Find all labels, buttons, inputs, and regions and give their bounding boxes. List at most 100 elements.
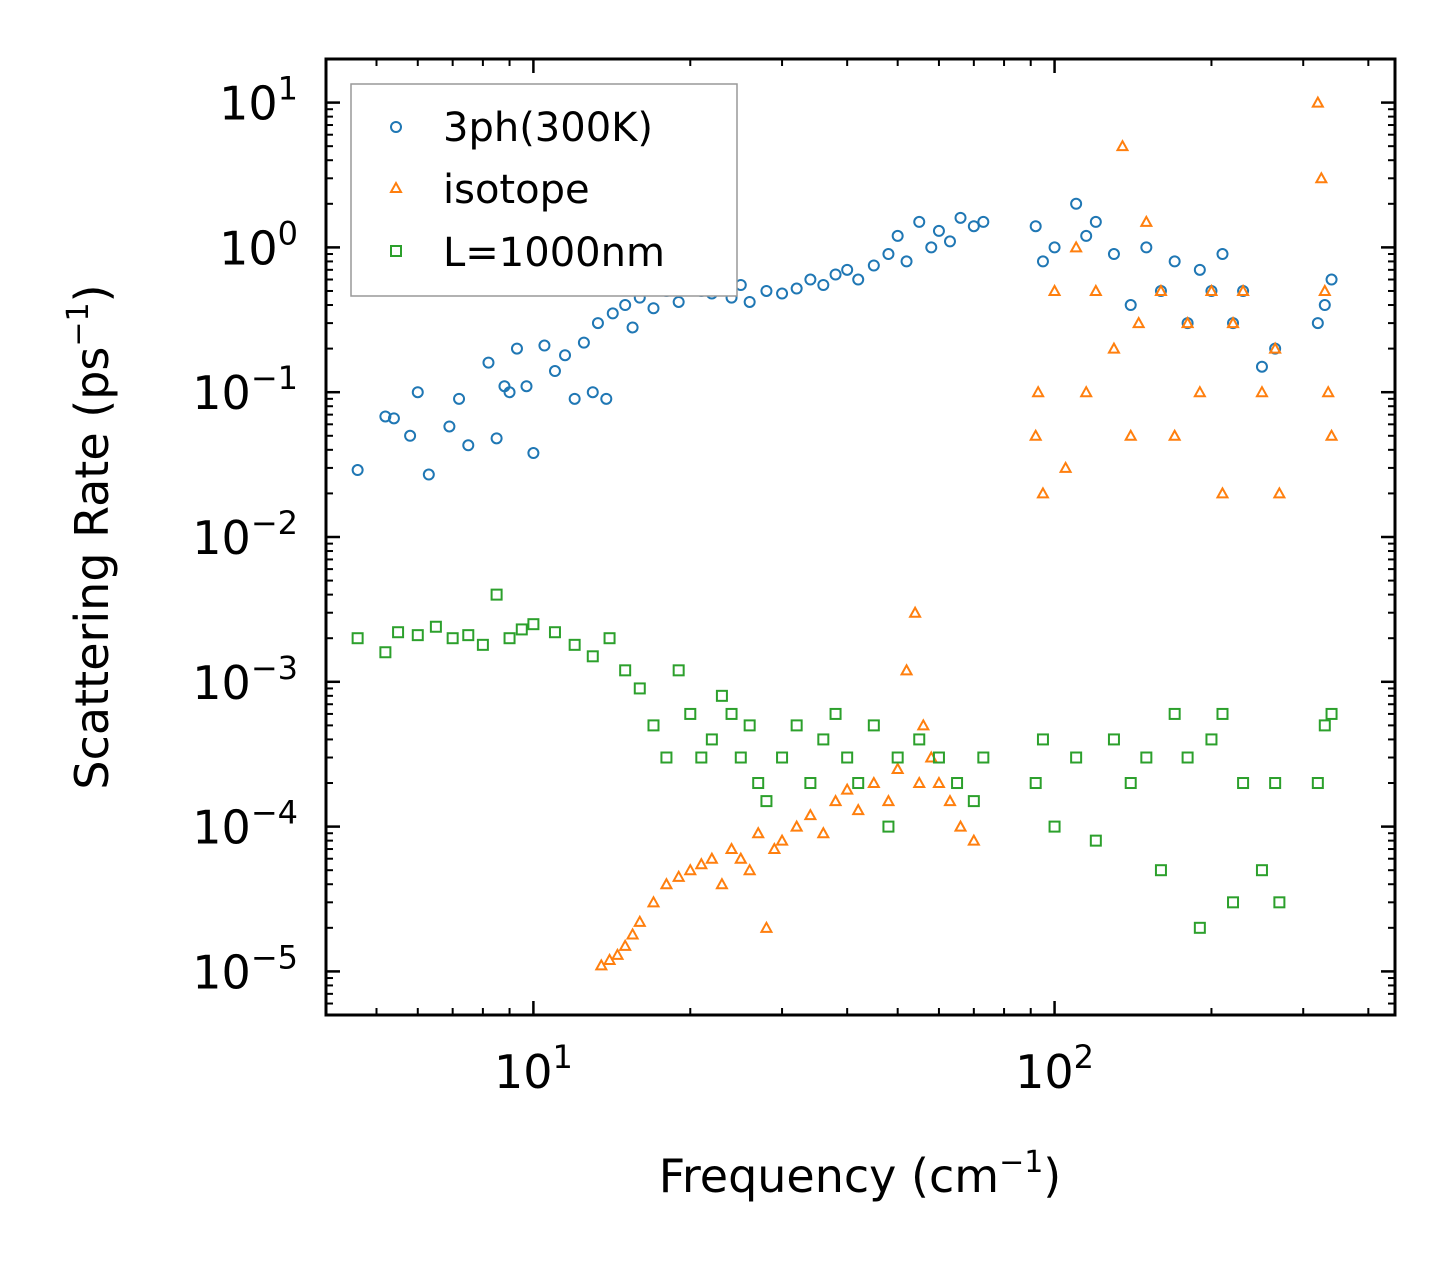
data-point [715, 877, 729, 890]
data-point [967, 833, 981, 846]
data-point [1036, 255, 1049, 268]
data-point [891, 751, 904, 764]
data-point [1193, 263, 1206, 276]
data-point [490, 432, 503, 445]
data-point [684, 707, 697, 720]
data-point [422, 468, 435, 481]
data-point [482, 356, 495, 369]
data-point [1255, 385, 1269, 398]
data-point [510, 342, 523, 355]
data-point [759, 920, 774, 933]
legend-label-boundary: L=1000nm [443, 230, 665, 276]
data-point [503, 632, 516, 645]
data-point [775, 833, 789, 846]
data-point [829, 268, 842, 281]
data-point [446, 632, 459, 645]
data-point [538, 339, 551, 352]
data-point [977, 751, 990, 764]
x-tick-label: 102 [1015, 1038, 1094, 1099]
data-point [490, 588, 503, 601]
data-point [867, 259, 880, 272]
data-point [943, 794, 957, 807]
data-point [789, 819, 804, 832]
y-axis-title-sup: −1 [61, 302, 96, 346]
data-point [967, 795, 980, 808]
data-point [1318, 299, 1331, 312]
data-point [411, 386, 424, 399]
data-point [725, 707, 738, 720]
data-point [734, 851, 748, 864]
data-point [1269, 777, 1282, 790]
data-point [1318, 283, 1332, 296]
data-point [411, 629, 424, 642]
data-point [633, 914, 647, 927]
data-point [852, 273, 865, 286]
data-point [1255, 864, 1268, 877]
data-point [1321, 385, 1335, 398]
data-point [379, 646, 392, 659]
y-tick-label: 10−4 [192, 794, 298, 855]
data-point [913, 733, 926, 746]
data-point [908, 605, 922, 618]
data-point [1154, 864, 1167, 877]
data-point [1047, 283, 1062, 296]
data-point [790, 719, 803, 732]
data-point [1237, 777, 1250, 790]
data-point [817, 278, 830, 291]
data-point [351, 632, 364, 645]
data-point [882, 820, 895, 833]
data-point [803, 808, 818, 821]
legend-marker-isotope [389, 180, 403, 193]
data-point [387, 412, 400, 425]
data-point [841, 751, 854, 764]
data-point [1131, 316, 1146, 329]
data-point [404, 429, 417, 442]
data-point [1215, 486, 1230, 499]
data-point [591, 317, 604, 330]
data-point [1311, 95, 1325, 108]
data-point [1255, 360, 1268, 373]
data-point [1168, 707, 1181, 720]
data-point [1048, 820, 1061, 833]
data-point [1029, 220, 1042, 233]
data-point [1311, 317, 1324, 330]
legend: 3ph(300K) isotope L=1000nm [350, 83, 738, 297]
data-point [1124, 299, 1137, 312]
data-point [881, 794, 896, 807]
series-0 [351, 197, 1338, 481]
data-point [527, 618, 540, 631]
series-layer [351, 95, 1339, 971]
data-point [559, 349, 572, 362]
data-point [619, 299, 632, 312]
data-point [603, 632, 616, 645]
data-point [752, 777, 765, 790]
data-point [1107, 341, 1121, 354]
data-point [900, 255, 913, 268]
data-point [804, 273, 817, 286]
data-point [1193, 921, 1206, 934]
data-point [916, 718, 931, 731]
x-axis-title-sup: −1 [999, 1145, 1043, 1180]
data-point [851, 803, 865, 816]
data-point [671, 869, 686, 882]
data-point [351, 464, 364, 477]
data-point [379, 410, 392, 423]
data-point [1227, 896, 1240, 909]
data-point [705, 733, 718, 746]
data-point [647, 719, 660, 732]
legend-marker-3ph [390, 121, 402, 133]
y-tick-label: 10−2 [192, 504, 298, 565]
data-point [1031, 385, 1045, 398]
data-point [577, 336, 590, 349]
data-point [1325, 273, 1338, 286]
data-point [816, 826, 831, 839]
data-point [925, 241, 938, 254]
data-point [515, 623, 528, 636]
data-point [527, 447, 540, 460]
data-point [610, 947, 625, 960]
data-point [503, 386, 516, 399]
data-point [705, 851, 719, 864]
data-point [1058, 460, 1073, 473]
data-point [568, 392, 581, 405]
data-point [606, 307, 619, 320]
